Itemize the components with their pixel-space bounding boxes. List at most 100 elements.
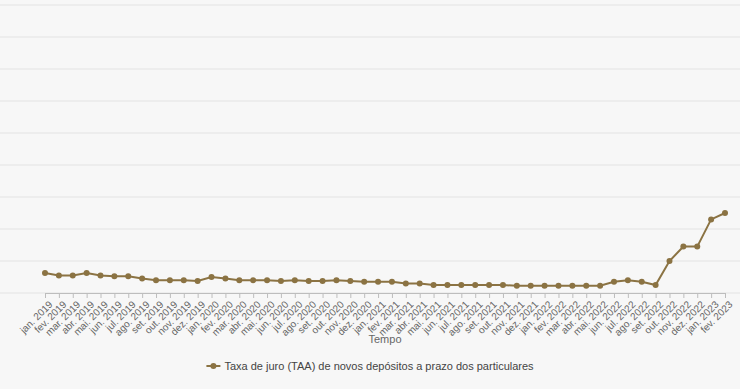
point[interactable] xyxy=(486,282,492,288)
point[interactable] xyxy=(555,283,561,289)
x-tick-mark xyxy=(350,293,351,298)
point[interactable] xyxy=(375,279,381,285)
point[interactable] xyxy=(389,279,395,285)
x-tick-mark xyxy=(45,293,46,298)
point[interactable] xyxy=(542,283,548,289)
x-axis-title: Tempo xyxy=(368,333,401,345)
x-tick-label: fev. 2023 xyxy=(698,298,735,335)
point[interactable] xyxy=(333,277,339,283)
x-tick-mark xyxy=(392,293,393,298)
point[interactable] xyxy=(347,278,353,284)
point[interactable] xyxy=(292,277,298,283)
grid-line xyxy=(0,5,740,6)
grid-line xyxy=(0,69,740,70)
point[interactable] xyxy=(111,273,117,279)
x-tick-mark xyxy=(156,293,157,298)
point[interactable] xyxy=(569,283,575,289)
legend-item[interactable]: Taxa de juro (TAA) de novos depósitos a … xyxy=(206,360,534,372)
point[interactable] xyxy=(236,277,242,283)
background xyxy=(0,0,740,389)
x-tick-mark xyxy=(225,293,226,298)
x-tick-mark xyxy=(378,293,379,298)
point[interactable] xyxy=(320,278,326,284)
grid-line xyxy=(0,37,740,38)
x-tick-mark xyxy=(295,293,296,298)
x-tick-mark xyxy=(212,293,213,298)
x-tick-mark xyxy=(600,293,601,298)
point[interactable] xyxy=(153,277,159,283)
x-tick-mark xyxy=(475,293,476,298)
point[interactable] xyxy=(680,244,686,250)
point[interactable] xyxy=(500,282,506,288)
x-tick-mark xyxy=(503,293,504,298)
point[interactable] xyxy=(694,244,700,250)
point[interactable] xyxy=(597,283,603,289)
point[interactable] xyxy=(167,277,173,283)
x-axis-line xyxy=(46,294,726,299)
point[interactable] xyxy=(56,272,62,278)
point[interactable] xyxy=(653,282,659,288)
point[interactable] xyxy=(444,282,450,288)
x-tick-mark xyxy=(697,293,698,298)
x-tick-mark xyxy=(87,293,88,298)
point[interactable] xyxy=(625,277,631,283)
point[interactable] xyxy=(181,277,187,283)
chart: jan. 2019fev. 2019mar. 2019abr. 2019mai.… xyxy=(0,0,740,389)
grid-line xyxy=(0,197,740,198)
grid-line xyxy=(0,165,740,166)
plot-area xyxy=(42,210,728,289)
x-tick-mark xyxy=(364,293,365,298)
point[interactable] xyxy=(403,280,409,286)
x-tick-mark xyxy=(170,293,171,298)
point[interactable] xyxy=(209,274,215,280)
point[interactable] xyxy=(98,272,104,278)
point[interactable] xyxy=(84,270,90,276)
legend-marker xyxy=(210,363,216,369)
x-tick-mark xyxy=(267,293,268,298)
point[interactable] xyxy=(639,279,645,285)
x-tick-mark xyxy=(517,293,518,298)
x-tick-mark xyxy=(489,293,490,298)
point[interactable] xyxy=(361,279,367,285)
x-tick-mark xyxy=(253,293,254,298)
point[interactable] xyxy=(472,282,478,288)
point[interactable] xyxy=(278,278,284,284)
point[interactable] xyxy=(583,283,589,289)
point[interactable] xyxy=(264,277,270,283)
grid-line xyxy=(0,229,740,230)
x-tick: fev. 2023 xyxy=(698,293,735,335)
x-tick-mark xyxy=(281,293,282,298)
point[interactable] xyxy=(708,216,714,222)
point[interactable] xyxy=(222,276,228,282)
point[interactable] xyxy=(42,270,48,276)
point[interactable] xyxy=(250,277,256,283)
grid xyxy=(0,5,740,293)
x-axis: jan. 2019fev. 2019mar. 2019abr. 2019mai.… xyxy=(17,293,735,338)
point[interactable] xyxy=(528,283,534,289)
point[interactable] xyxy=(139,276,145,282)
x-tick-mark xyxy=(198,293,199,298)
point[interactable] xyxy=(666,258,672,264)
x-tick-mark xyxy=(461,293,462,298)
grid-line xyxy=(0,133,740,134)
x-tick-mark xyxy=(59,293,60,298)
x-tick-mark xyxy=(73,293,74,298)
point[interactable] xyxy=(306,278,312,284)
legend-label: Taxa de juro (TAA) de novos depósitos a … xyxy=(224,360,534,372)
x-tick-mark xyxy=(628,293,629,298)
x-tick-mark xyxy=(101,293,102,298)
point[interactable] xyxy=(195,278,201,284)
x-tick-mark xyxy=(434,293,435,298)
x-tick-mark xyxy=(406,293,407,298)
x-tick-mark xyxy=(239,293,240,298)
point[interactable] xyxy=(722,210,728,216)
point[interactable] xyxy=(611,279,617,285)
point[interactable] xyxy=(514,283,520,289)
point[interactable] xyxy=(125,273,131,279)
point[interactable] xyxy=(417,280,423,286)
point[interactable] xyxy=(458,282,464,288)
point[interactable] xyxy=(431,282,437,288)
x-tick-mark xyxy=(336,293,337,298)
point[interactable] xyxy=(70,272,76,278)
x-tick-mark xyxy=(323,293,324,298)
